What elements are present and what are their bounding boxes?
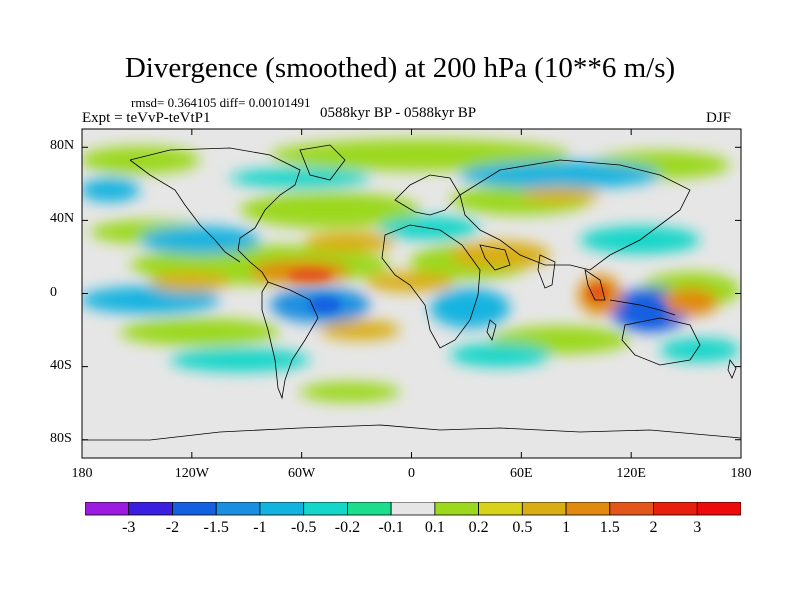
colorbar-box (696, 502, 741, 516)
colorbar-label: -1.5 (203, 519, 229, 536)
period-label: 0588kyr BP - 0588kyr BP (320, 105, 477, 121)
lat-label-80n: 80N (50, 138, 75, 154)
experiment-label: Expt = teVvP-teVtP1 (82, 110, 211, 126)
lon-label-120w: 120W (174, 466, 209, 481)
colorbar-label: -1 (253, 519, 267, 536)
stats-label: rmsd= 0.364105 diff= 0.00101491 (131, 95, 311, 110)
colorbar-box (653, 502, 698, 516)
colorbar-label: 1 (562, 519, 571, 536)
lon-label-0: 0 (408, 466, 415, 481)
colorbar-label: -0.5 (291, 519, 317, 536)
colorbar-box (521, 502, 567, 516)
colorbar-box (303, 502, 348, 516)
colorbar-label: 2 (649, 519, 658, 536)
colorbar-label: 1.5 (599, 519, 620, 536)
coastlines (82, 144, 741, 441)
colorbar-label: -3 (122, 519, 136, 536)
axis-ticks (81, 129, 742, 458)
colorbar-box (259, 502, 305, 516)
colorbar-box (346, 502, 392, 516)
lon-label-180w: 180 (71, 466, 93, 481)
colorbar-box (85, 502, 130, 516)
lon-label-60e: 60E (510, 466, 533, 481)
lat-label-0: 0 (50, 284, 57, 300)
lon-label-60w: 60W (288, 466, 316, 481)
colorbar-box (128, 502, 173, 516)
colorbar-label: 0.1 (424, 519, 445, 536)
lat-label-40n: 40N (50, 211, 75, 227)
colorbar-label: 3 (693, 519, 702, 536)
colorbar-box (434, 502, 480, 516)
lat-label-40s: 40S (50, 357, 72, 373)
plot-title: Divergence (smoothed) at 200 hPa (10**6 … (124, 52, 676, 84)
colorbar-box (215, 502, 261, 516)
colorbar-box (609, 502, 654, 516)
colorbar-box (478, 502, 523, 516)
season-label: DJF (706, 110, 732, 126)
lon-label-120e: 120E (616, 466, 646, 481)
colorbar-box (390, 502, 436, 516)
divergence-cores (288, 269, 664, 322)
colorbar-label: -2 (165, 519, 180, 536)
colorbar-box (172, 502, 217, 516)
colorbar-label: 0.2 (468, 519, 489, 536)
colorbar-label: 0.5 (512, 519, 533, 536)
colorbar (85, 502, 741, 516)
lat-label-80s: 80S (50, 430, 72, 446)
colorbar-label: -0.1 (378, 519, 404, 536)
lon-label-180e: 180 (730, 466, 752, 481)
colorbar-label: -0.2 (334, 519, 361, 536)
colorbar-box (565, 502, 611, 516)
divergence-field (82, 139, 740, 402)
